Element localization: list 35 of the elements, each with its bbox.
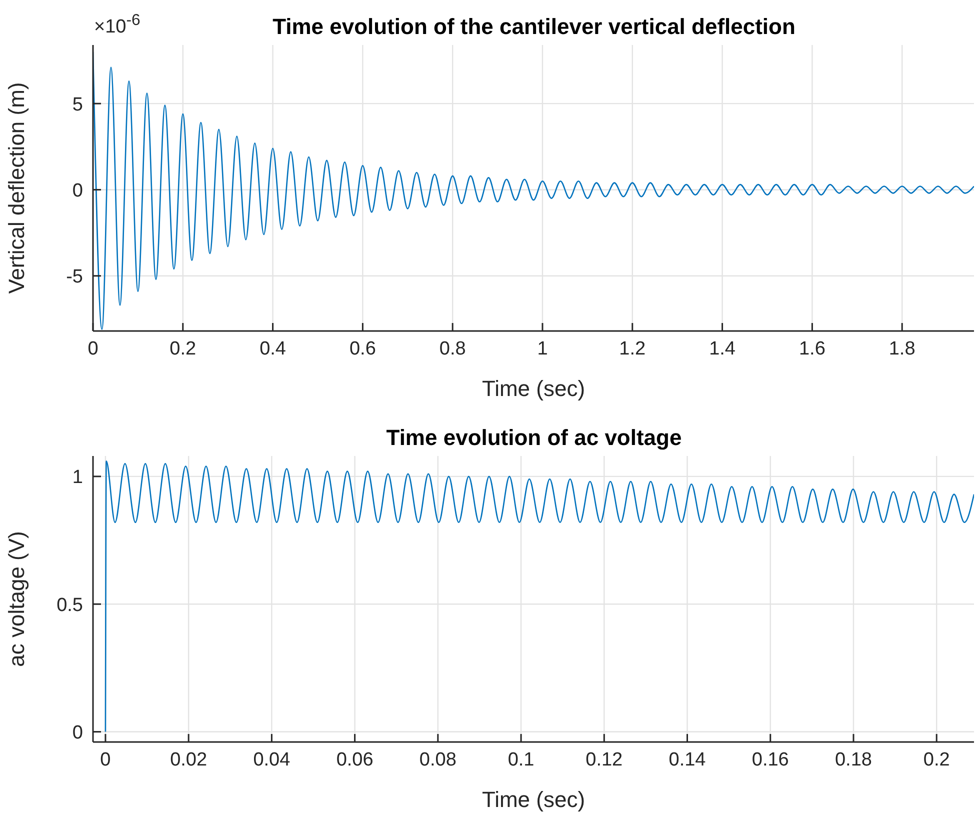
x-tick-label: 0.04	[253, 749, 291, 770]
x-tick-label: 0.2	[170, 338, 196, 360]
chart-title: Time evolution of ac voltage	[385, 424, 683, 452]
text: ×10$^{-6}$	[94, 12, 140, 38]
line-series	[104, 460, 974, 732]
x-tick-label: 0.02	[170, 749, 208, 770]
y-tick-label: 0	[72, 180, 83, 202]
x-tick-label: 0.06	[336, 749, 374, 770]
x-tick-label: 0.8	[439, 338, 466, 360]
x-tick-label: 1.8	[888, 338, 916, 360]
x-tick-label: 0.08	[419, 749, 456, 770]
y-axis-title: Vertical deflection (m)	[4, 82, 29, 294]
y-tick-label: 0.5	[56, 594, 83, 616]
y-axis-title: ac voltage (V)	[4, 531, 29, 667]
x-axis-title: Time (sec)	[480, 376, 586, 403]
x-tick-label: 0.4	[260, 338, 286, 360]
x-tick-label: 0.12	[586, 749, 623, 770]
x-tick-label: 0.18	[834, 749, 872, 770]
x-tick-label: 1.6	[798, 338, 826, 360]
y-tick-label: 5	[72, 94, 83, 116]
x-tick-label: 1.2	[619, 338, 646, 360]
x-tick-label: 0.16	[752, 749, 789, 770]
x-axis-title: Time (sec)	[480, 787, 586, 814]
y-tick-label: -5	[66, 266, 83, 288]
x-tick-label: 0	[100, 749, 111, 770]
x-tick-label: 0.14	[668, 749, 706, 770]
x-tick-label: 0	[88, 338, 98, 360]
x-tick-label: 0.1	[508, 749, 534, 770]
x-tick-label: 0.2	[923, 749, 950, 770]
y-tick-label: 0	[72, 722, 83, 744]
x-tick-label: 1.4	[709, 338, 736, 360]
x-tick-label: 1	[537, 338, 548, 360]
y-tick-label: 1	[72, 467, 83, 488]
chart-title: Time evolution of the cantilever vertical deflection	[272, 14, 796, 38]
x-tick-label: 0.6	[349, 338, 376, 360]
